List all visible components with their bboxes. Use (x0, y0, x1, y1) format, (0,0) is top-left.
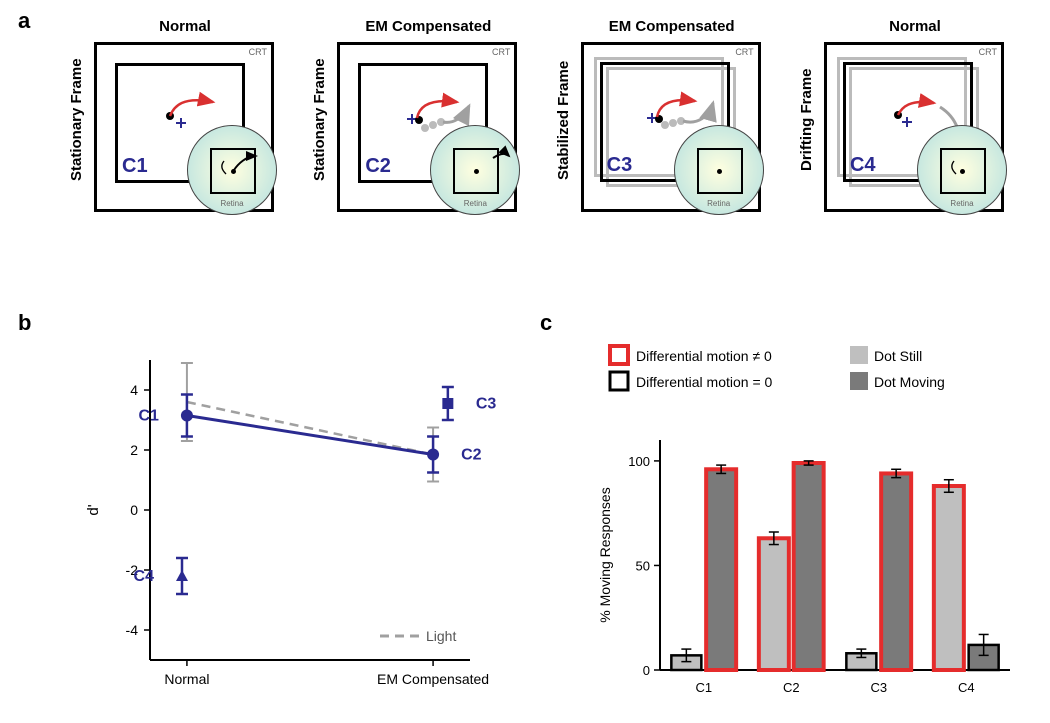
retina-text: Retina (675, 199, 763, 208)
retina-text: Retina (918, 199, 1006, 208)
crt-label: CRT (492, 47, 510, 57)
svg-text:Dot Still: Dot Still (874, 348, 922, 364)
svg-text:Differential motion = 0: Differential motion = 0 (636, 374, 773, 390)
svg-text:Normal: Normal (164, 671, 209, 687)
panel-c-svg: Differential motion ≠ 0 Differential moti… (590, 340, 1030, 700)
c2-crt: CRT C2 (337, 42, 517, 212)
c4-crt: CRT C4 (824, 42, 1004, 212)
retina-text: Retina (188, 199, 276, 208)
panel-label-c: c (540, 310, 552, 336)
svg-text:C4: C4 (134, 568, 155, 585)
svg-text:-4: -4 (126, 622, 139, 638)
condition-c4: Normal Drifting Frame CRT C4 (800, 20, 1030, 250)
c3-crt: CRT C3 (581, 42, 761, 212)
retina-inset-c1: Retina (187, 125, 277, 215)
panel-b-svg: -4-2024d'NormalEM CompensatedC1C2C3C4Lig… (70, 340, 500, 700)
svg-text:Differential motion ≠ 0: Differential motion ≠ 0 (636, 348, 772, 364)
svg-text:C4: C4 (958, 680, 975, 695)
svg-text:Light: Light (426, 628, 456, 644)
c1-top-label: Normal (70, 18, 300, 35)
svg-text:C2: C2 (783, 680, 800, 695)
crt-label: CRT (249, 47, 267, 57)
svg-text:C1: C1 (138, 408, 159, 425)
svg-text:C2: C2 (461, 447, 482, 464)
svg-text:d': d' (85, 504, 102, 515)
svg-text:% Moving Responses: % Moving Responses (597, 487, 613, 622)
svg-text:EM Compensated: EM Compensated (377, 671, 489, 687)
condition-c3: EM Compensated Stabilized Frame CRT C3 (557, 20, 787, 250)
panel-b-chart: -4-2024d'NormalEM CompensatedC1C2C3C4Lig… (70, 340, 500, 700)
crt-label: CRT (735, 47, 753, 57)
panel-a-row: Normal Stationary Frame CRT C1 (70, 20, 1030, 260)
c3-side-label: Stabilized Frame (555, 20, 572, 220)
svg-text:0: 0 (643, 663, 650, 678)
svg-text:0: 0 (130, 502, 138, 518)
svg-text:100: 100 (628, 454, 650, 469)
retina-frame (697, 148, 743, 194)
c3-top-label: EM Compensated (557, 18, 787, 35)
panel-label-a: a (18, 8, 30, 34)
c2-top-label: EM Compensated (313, 18, 543, 35)
c1-side-label: Stationary Frame (68, 20, 85, 220)
retina-inset-c4: Retina (917, 125, 1007, 215)
c1-crt: CRT C1 Retina (94, 42, 274, 212)
c4-top-label: Normal (800, 18, 1030, 35)
retina-dot-icon (717, 169, 722, 174)
svg-text:C3: C3 (870, 680, 887, 695)
svg-text:Dot Moving: Dot Moving (874, 374, 945, 390)
crt-label: CRT (979, 47, 997, 57)
c2-side-label: Stationary Frame (311, 20, 328, 220)
retina-text: Retina (431, 199, 519, 208)
svg-text:C1: C1 (695, 680, 712, 695)
svg-text:2: 2 (130, 442, 138, 458)
svg-text:4: 4 (130, 382, 138, 398)
condition-c1: Normal Stationary Frame CRT C1 (70, 20, 300, 250)
panel-label-b: b (18, 310, 31, 336)
retina-inset-c2: Retina (430, 125, 520, 215)
svg-text:C3: C3 (476, 396, 497, 413)
svg-text:50: 50 (636, 558, 650, 573)
condition-c2: EM Compensated Stationary Frame CRT C2 (313, 20, 543, 250)
retina-inset-c3: Retina (674, 125, 764, 215)
c4-side-label: Drifting Frame (798, 20, 815, 220)
panel-c-chart: Differential motion ≠ 0 Differential moti… (590, 340, 1020, 700)
